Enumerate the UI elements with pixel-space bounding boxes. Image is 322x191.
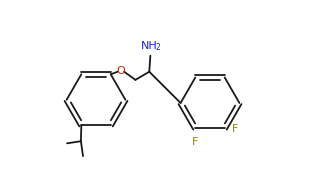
- Text: F: F: [192, 137, 198, 146]
- Text: F: F: [232, 125, 238, 134]
- Text: O: O: [117, 66, 125, 76]
- Text: 2: 2: [156, 43, 161, 52]
- Text: NH: NH: [141, 41, 158, 51]
